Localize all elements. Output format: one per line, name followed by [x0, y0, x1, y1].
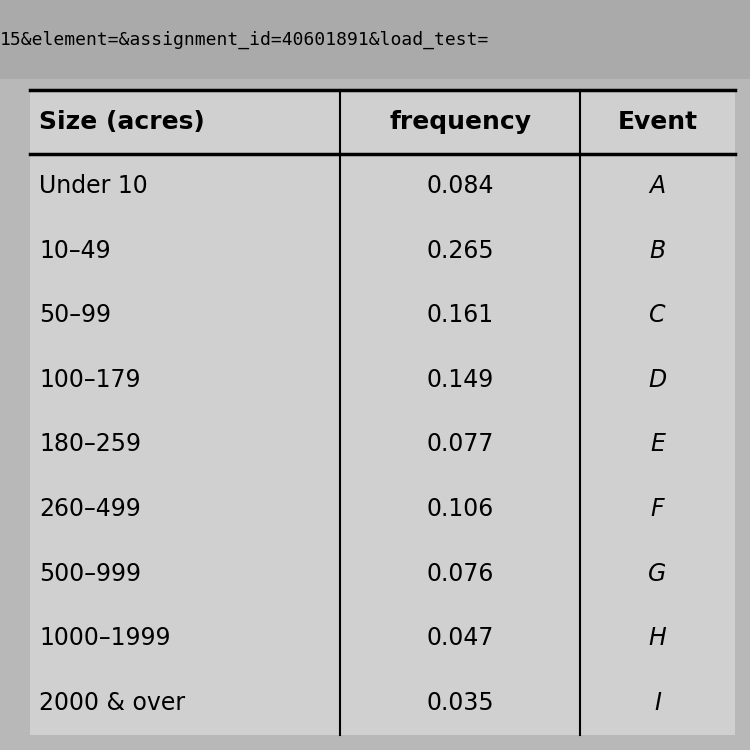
Text: Under 10: Under 10 — [39, 174, 148, 198]
Text: 10–49: 10–49 — [39, 238, 111, 262]
Text: 1000–1999: 1000–1999 — [39, 626, 170, 650]
Text: H: H — [649, 626, 666, 650]
Text: 50–99: 50–99 — [39, 303, 111, 327]
Text: 100–179: 100–179 — [39, 368, 140, 392]
Text: 15&element=&assignment_id=40601891&load_test=: 15&element=&assignment_id=40601891&load_… — [0, 30, 489, 49]
Text: 0.161: 0.161 — [427, 303, 494, 327]
Text: F: F — [651, 497, 664, 521]
Text: I: I — [654, 691, 661, 715]
Text: G: G — [648, 562, 667, 586]
Text: C: C — [650, 303, 666, 327]
Text: 180–259: 180–259 — [39, 432, 141, 456]
Text: Event: Event — [617, 110, 698, 134]
Text: 0.149: 0.149 — [427, 368, 494, 392]
Text: B: B — [650, 238, 665, 262]
Text: 0.047: 0.047 — [426, 626, 494, 650]
Text: 0.077: 0.077 — [426, 432, 494, 456]
Text: 0.084: 0.084 — [426, 174, 494, 198]
Text: 260–499: 260–499 — [39, 497, 141, 521]
Text: 0.106: 0.106 — [427, 497, 494, 521]
Text: E: E — [650, 432, 665, 456]
Text: 0.035: 0.035 — [426, 691, 494, 715]
Text: Size (acres): Size (acres) — [39, 110, 205, 134]
Text: 0.265: 0.265 — [426, 238, 494, 262]
Text: D: D — [648, 368, 667, 392]
Text: A: A — [650, 174, 665, 198]
Text: 500–999: 500–999 — [39, 562, 141, 586]
Text: 2000 & over: 2000 & over — [39, 691, 185, 715]
Text: 0.076: 0.076 — [426, 562, 494, 586]
Text: frequency: frequency — [389, 110, 531, 134]
